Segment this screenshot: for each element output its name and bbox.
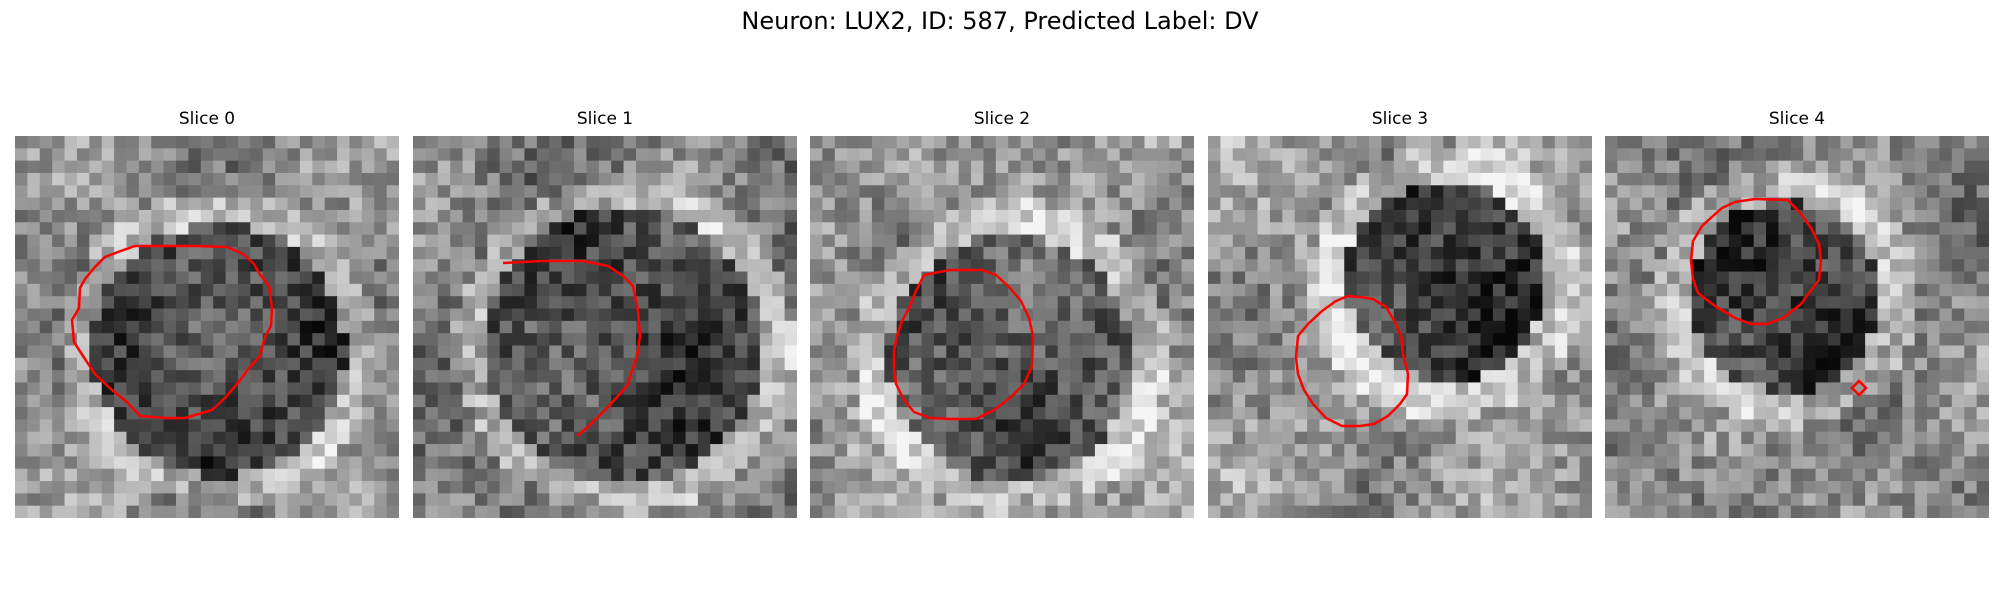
segmentation-contour [1689,197,1823,326]
slice-image-1 [413,136,797,518]
segmentation-contour [1294,294,1410,428]
figure-title: Neuron: LUX2, ID: 587, Predicted Label: … [741,7,1259,35]
slice-texture [810,136,1194,518]
slice-panel-2: Slice 2 [810,106,1194,518]
segmentation-contour-small [1850,379,1868,397]
slice-panel-4: Slice 4 [1605,106,1989,518]
slice-title-3: Slice 3 [1371,109,1429,129]
slice-title-1: Slice 1 [576,109,634,129]
slice-panel-1: Slice 1 [413,106,797,518]
segmentation-contour [892,268,1035,421]
slice-image-4 [1605,136,1989,518]
slice-texture [413,136,797,518]
slice-image-3 [1208,136,1592,518]
slice-title-0: Slice 0 [178,109,236,129]
slice-texture [1605,136,1989,518]
segmentation-contour [502,259,642,437]
slice-title-4: Slice 4 [1768,109,1826,129]
segmentation-contour [70,244,274,420]
slice-panel-0: Slice 0 [15,106,399,518]
slice-panel-3: Slice 3 [1208,106,1592,518]
slice-texture [15,136,399,518]
slice-title-2: Slice 2 [973,109,1031,129]
slice-image-0 [15,136,399,518]
slice-texture [1208,136,1592,518]
slice-image-2 [810,136,1194,518]
